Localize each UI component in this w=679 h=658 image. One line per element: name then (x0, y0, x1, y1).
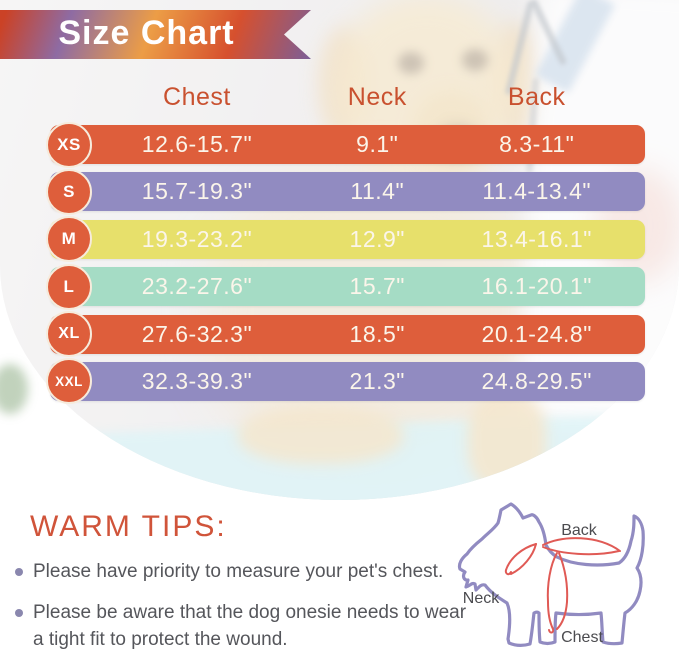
size-badge: L (46, 263, 92, 310)
chest-value: 27.6-32.3" (141, 320, 253, 347)
column-header-chest: Chest (163, 83, 231, 111)
size-badge: XS (46, 121, 92, 168)
neck-value: 9.1" (356, 131, 399, 157)
table-row-xl: XL 27.6-32.3" 18.5" 20.1-24.8" (46, 311, 645, 358)
back-value: 16.1-20.1" (481, 273, 592, 300)
dog-outline-drawing (457, 502, 645, 647)
chest-value: 23.2-27.6" (141, 273, 253, 300)
diagram-label-neck: Neck (463, 590, 500, 607)
table-row-m: M 19.3-23.2" 12.9" 13.4-16.1" (46, 216, 645, 263)
chest-value: 15.7-19.3" (141, 178, 253, 205)
back-value: 11.4-13.4" (482, 178, 592, 205)
table-column-headers: Chest Neck Back (50, 83, 645, 115)
neck-value: 21.3" (349, 367, 405, 394)
size-badge: M (46, 216, 92, 263)
neck-value: 15.7" (349, 273, 405, 300)
chest-value: 19.3-23.2" (141, 225, 253, 252)
page-title: Size Chart (58, 14, 235, 52)
table-row-xxl: XXL 32.3-39.3" 21.3" 24.8-29.5" (46, 358, 645, 405)
warm-tip-text: Please have priority to measure your pet… (33, 561, 444, 582)
size-badge: XL (46, 311, 92, 358)
size-badge: XXL (46, 358, 92, 405)
warm-tip-text: Please be aware that the dog onesie need… (33, 602, 467, 650)
neck-value: 18.5" (349, 320, 405, 347)
photo-dog-eye-right (462, 49, 488, 71)
back-value: 24.8-29.5" (481, 367, 592, 394)
photo-dog-eye-left (398, 52, 424, 74)
table-row-xs: XS 12.6-15.7" 9.1" 8.3-11" (46, 121, 645, 168)
photo-dog-paw (468, 392, 546, 490)
chest-value: 12.6-15.7" (141, 131, 253, 157)
size-table: XS 12.6-15.7" 9.1" 8.3-11" S 15.7-19.3" … (46, 121, 645, 409)
chest-value: 32.3-39.3" (141, 367, 253, 394)
neck-value: 11.4" (350, 178, 405, 205)
bullet-icon (15, 568, 23, 576)
photo-plant (0, 364, 28, 414)
warm-tips-list: Please have priority to measure your pet… (15, 558, 475, 658)
bullet-icon (15, 609, 23, 617)
table-row-l: L 23.2-27.6" 15.7" 16.1-20.1" (46, 263, 645, 310)
column-header-back: Back (507, 83, 566, 111)
photo-dog-paw (238, 406, 403, 464)
diagram-label-chest: Chest (561, 629, 603, 646)
measurement-lines (504, 537, 621, 634)
title-ribbon: Size Chart (0, 10, 311, 59)
table-row-s: S 15.7-19.3" 11.4" 11.4-13.4" (46, 168, 645, 215)
dog-measurement-diagram: Back Neck Chest (457, 502, 645, 647)
diagram-label-back: Back (561, 522, 598, 539)
column-header-neck: Neck (347, 83, 407, 111)
back-value: 20.1-24.8" (481, 320, 592, 347)
back-value: 8.3-11" (499, 131, 575, 157)
warm-tip-item: Please be aware that the dog onesie need… (15, 599, 475, 653)
size-badge: S (46, 168, 92, 215)
warm-tip-item: Please have priority to measure your pet… (15, 558, 475, 585)
neck-value: 12.9" (349, 225, 405, 252)
warm-tips-title: WARM TIPS: (30, 510, 227, 543)
back-value: 13.4-16.1" (481, 225, 592, 252)
